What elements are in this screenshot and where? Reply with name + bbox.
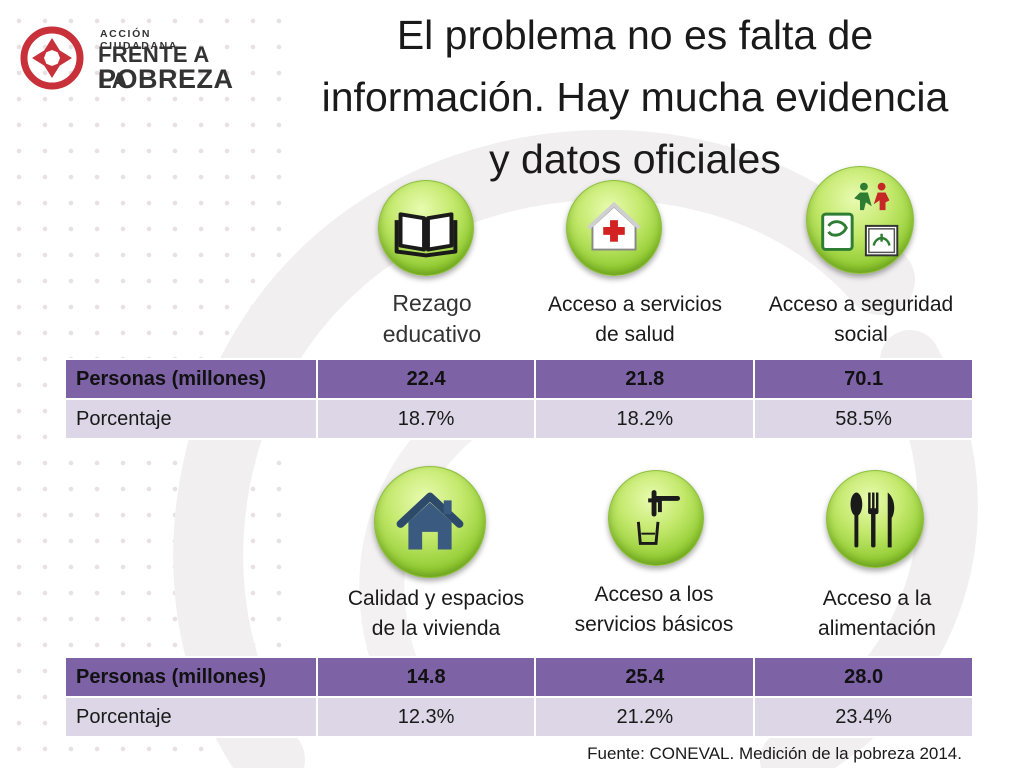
house-icon [374, 466, 486, 578]
title-line: El problema no es falta de [396, 12, 874, 58]
source-note: Fuente: CONEVAL. Medición de la pobreza … [587, 744, 962, 763]
label-line: Rezago [392, 290, 472, 316]
label-rezago-educativo: Rezago educativo [332, 288, 532, 350]
table-cell: Porcentaje [64, 398, 318, 440]
title-line: y datos oficiales [489, 136, 781, 182]
table-cell: Porcentaje [64, 696, 318, 738]
logo-text-pobreza: POBREZA [98, 64, 234, 94]
cutlery-icon [826, 470, 924, 568]
label-line: alimentación [818, 617, 936, 640]
table-cell: 28.0 [753, 656, 974, 698]
label-seguridad-social: Acceso a seguridad social [746, 290, 976, 350]
label-alimentacion: Acceso a la alimentación [772, 584, 982, 644]
table-cell: 70.1 [753, 358, 974, 400]
health-house-icon [566, 180, 662, 276]
table-row: Personas (millones) 22.4 21.8 70.1 [64, 358, 974, 400]
table-cell: 23.4% [753, 696, 974, 738]
label-line: Acceso a seguridad [768, 293, 954, 316]
table-cell: Personas (millones) [64, 358, 318, 400]
label-servicios-salud: Acceso a servicios de salud [520, 290, 750, 350]
table-cell: 22.4 [315, 358, 537, 400]
page-title: El problema no es falta de información. … [250, 4, 1020, 190]
poverty-table-1: Personas (millones) 22.4 21.8 70.1 Porce… [64, 358, 974, 440]
label-line: de salud [595, 323, 675, 346]
label-calidad-vivienda: Calidad y espacios de la vivienda [330, 584, 542, 644]
table-cell: 21.2% [534, 696, 756, 738]
social-security-icon [806, 166, 914, 274]
table-cell: 21.8 [534, 358, 756, 400]
poverty-table-2: Personas (millones) 14.8 25.4 28.0 Porce… [64, 656, 974, 738]
logo-text-accion: ACCIÓN CIUDADANA [100, 28, 178, 52]
label-line: Calidad y espacios [347, 587, 525, 610]
label-line: Acceso a la [822, 587, 932, 610]
table-cell: 25.4 [534, 656, 756, 698]
label-line: de la vivienda [371, 617, 501, 640]
book-icon [378, 180, 474, 276]
table-cell: 58.5% [753, 398, 974, 440]
label-line: Acceso a los [594, 583, 714, 606]
table-cell: 18.7% [315, 398, 537, 440]
table-cell: 12.3% [315, 696, 537, 738]
table-cell: 18.2% [534, 398, 756, 440]
table-cell: 14.8 [315, 656, 537, 698]
logo-mark-icon [20, 26, 84, 90]
logo: ACCIÓN CIUDADANA FRENTE A LA POBREZA [18, 22, 233, 94]
label-servicios-basicos: Acceso a los servicios básicos [544, 580, 764, 640]
label-line: Acceso a servicios [548, 293, 722, 316]
table-row: Personas (millones) 14.8 25.4 28.0 [64, 656, 974, 698]
label-line: servicios básicos [574, 613, 734, 636]
logo-text-frente: FRENTE A LA [98, 42, 209, 93]
water-tap-icon [608, 470, 704, 566]
label-line: educativo [382, 321, 482, 347]
title-line: información. Hay mucha evidencia [321, 74, 949, 120]
label-line: social [834, 323, 888, 346]
table-cell: Personas (millones) [64, 656, 318, 698]
table-row: Porcentaje 18.7% 18.2% 58.5% [64, 398, 974, 440]
table-row: Porcentaje 12.3% 21.2% 23.4% [64, 696, 974, 738]
